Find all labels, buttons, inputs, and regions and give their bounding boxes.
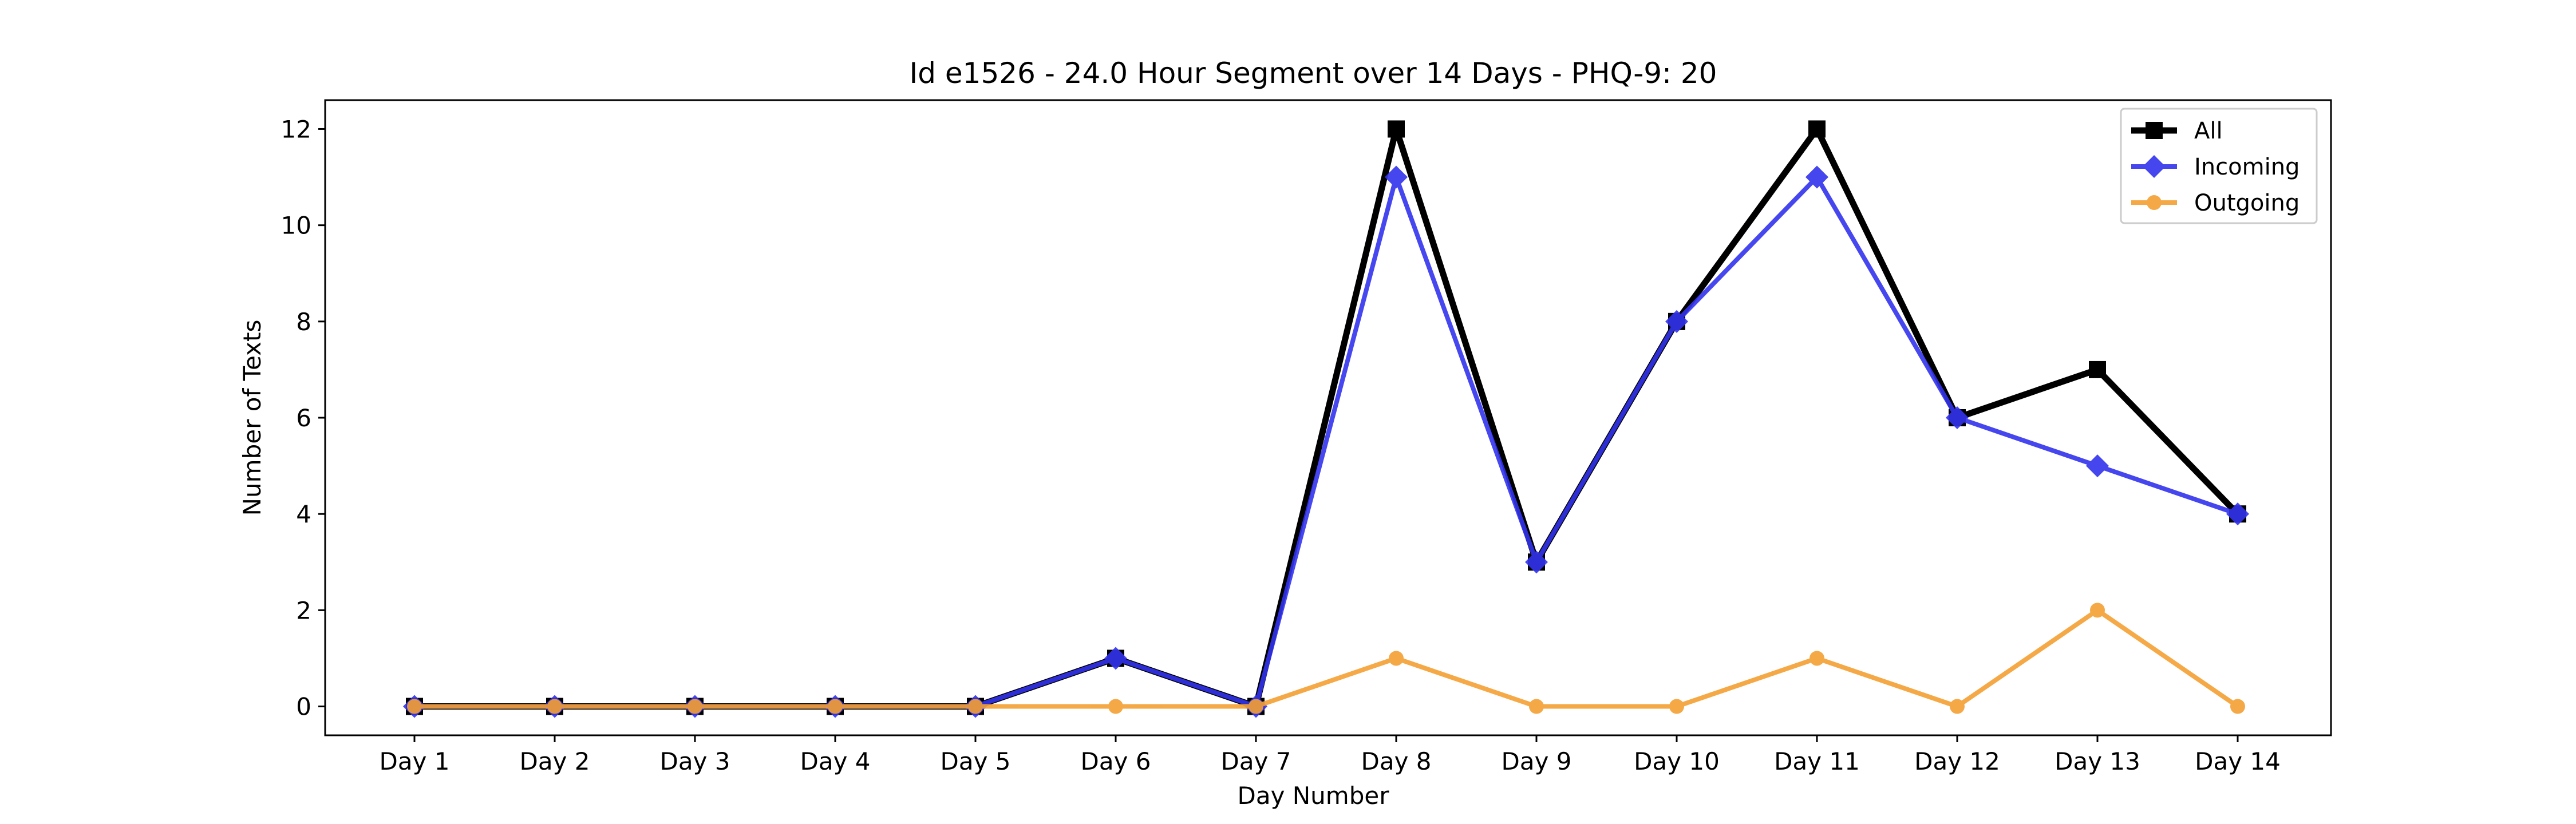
data-point-incoming <box>1946 406 1969 429</box>
legend-item-all <box>2131 122 2177 139</box>
x-axis-label: Day Number <box>1237 782 1389 810</box>
legend-marker-incoming <box>2143 155 2166 178</box>
data-point-outgoing <box>1389 651 1404 666</box>
data-point-incoming <box>1525 550 1548 574</box>
x-tick-label: Day 7 <box>1220 747 1291 775</box>
data-point-outgoing <box>1950 699 1965 714</box>
x-tick-label: Day 12 <box>1914 747 2000 775</box>
x-tick-label: Day 8 <box>1361 747 1431 775</box>
y-tick-label: 10 <box>281 212 311 240</box>
legend-marker-all <box>2146 122 2163 139</box>
legend: All Incoming Outgoing <box>2120 108 2318 224</box>
data-point-incoming <box>1805 165 1828 189</box>
data-point-incoming <box>2226 502 2249 526</box>
data-point-outgoing <box>828 699 843 714</box>
data-point-outgoing <box>407 699 422 714</box>
data-point-incoming <box>2086 454 2109 478</box>
y-axis-label: Number of Texts <box>238 320 266 516</box>
y-tick-label: 0 <box>296 693 311 721</box>
data-point-all <box>1388 120 1405 138</box>
data-point-outgoing <box>2090 603 2105 618</box>
x-tick-label: Day 10 <box>1634 747 1720 775</box>
data-point-outgoing <box>1809 651 1824 666</box>
data-point-outgoing <box>968 699 983 714</box>
data-point-incoming <box>1385 165 1408 189</box>
x-tick-label: Day 4 <box>800 747 870 775</box>
data-point-incoming <box>1104 647 1127 670</box>
x-tick-label: Day 6 <box>1080 747 1151 775</box>
x-tick-label: Day 1 <box>379 747 449 775</box>
x-tick-label: Day 5 <box>940 747 1010 775</box>
data-point-outgoing <box>1669 699 1684 714</box>
x-tick-label: Day 9 <box>1501 747 1571 775</box>
chart-title: Id e1526 - 24.0 Hour Segment over 14 Day… <box>910 57 1717 90</box>
y-tick-label: 4 <box>296 500 311 528</box>
x-tick-label: Day 14 <box>2195 747 2281 775</box>
y-tick-label: 8 <box>296 308 311 336</box>
data-point-all <box>1808 120 1826 138</box>
y-tick-label: 2 <box>296 596 311 624</box>
series-line-outgoing <box>414 608 2239 709</box>
series-line-incoming <box>414 175 2239 709</box>
legend-item-outgoing <box>2131 195 2177 210</box>
legend-marker-outgoing <box>2147 195 2162 210</box>
data-point-outgoing <box>688 699 702 714</box>
series-all <box>406 120 2246 715</box>
x-tick-label: Day 2 <box>519 747 590 775</box>
plot-area: Day 1 Day 2 Day 3 Day 4 Day 5 Day 6 Day 7 Day 8… <box>281 99 2332 775</box>
y-tick-label: 12 <box>281 115 311 143</box>
data-point-outgoing <box>2230 699 2245 714</box>
data-point-incoming <box>1665 310 1688 333</box>
x-tick-label: Day 3 <box>659 747 730 775</box>
legend-label-outgoing: Outgoing <box>2194 190 2300 216</box>
x-tick-label: Day 11 <box>1774 747 1860 775</box>
data-point-outgoing <box>1529 699 1544 714</box>
series-outgoing <box>407 603 2245 714</box>
legend-label-incoming: Incoming <box>2194 154 2300 180</box>
series-incoming <box>403 165 2249 718</box>
legend-item-incoming <box>2131 155 2177 178</box>
data-point-outgoing <box>1108 699 1123 714</box>
data-point-outgoing <box>547 699 562 714</box>
legend-label-all: All <box>2194 118 2223 144</box>
x-tick-label: Day 13 <box>2055 747 2140 775</box>
legend-box <box>2120 108 2318 224</box>
data-point-all <box>2089 360 2106 378</box>
data-point-outgoing <box>1249 699 1263 714</box>
y-tick-label: 6 <box>296 404 311 432</box>
